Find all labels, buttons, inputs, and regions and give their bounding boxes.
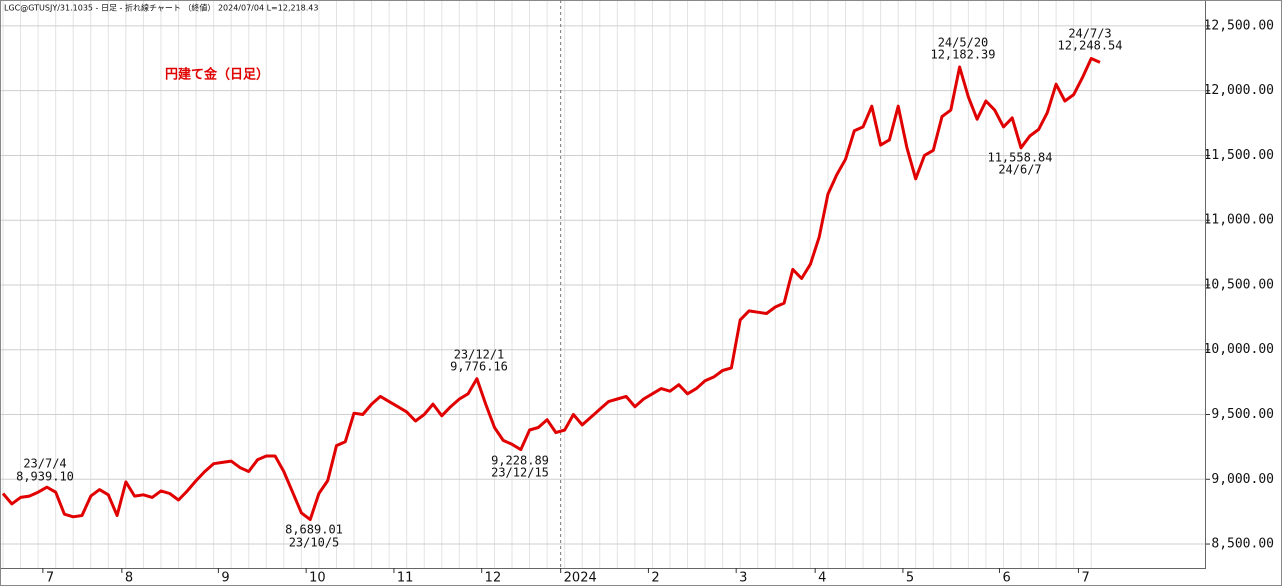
annotation: 23/12/15 [491,466,549,480]
x-tick-label: 7 [46,571,54,586]
x-tick-label: 12 [485,571,502,586]
chart-header: LGC@GTUSJY/31.1035 - 日足 - 折れ線チャート （終値） 2… [4,3,318,13]
y-tick-label: 10,000.00 [1204,342,1274,357]
annotation: 23/7/4 [23,457,66,471]
x-tick-label: 5 [906,571,914,586]
price-line [1,57,1101,522]
grid [0,0,1205,568]
x-tick-label: 9 [221,571,229,586]
y-tick-label: 12,000.00 [1204,83,1274,98]
annotation: 24/6/7 [998,163,1041,177]
y-tick-label: 9,000.00 [1211,472,1274,487]
annotation: 23/10/5 [289,536,340,550]
annotation: 8,689.01 [285,523,343,537]
annotation: 12,248.54 [1057,39,1122,53]
annotation: 11,558.84 [987,151,1052,165]
annotation: 24/5/20 [938,36,989,50]
x-tick-label: 10 [309,571,326,586]
annotation: 12,182.39 [930,48,995,62]
chart-title: 円建て金（日足） [165,67,269,83]
y-tick-label: 9,500.00 [1211,407,1274,422]
x-tick-label: 6 [1002,571,1010,586]
y-tick-label: 11,500.00 [1204,148,1274,163]
x-tick-label: 4 [818,571,826,586]
annotation: 24/7/3 [1068,27,1111,41]
annotation: 9,776.16 [450,360,508,374]
annotation: 8,939.10 [16,470,74,484]
annotation: 9,228.89 [491,454,549,468]
y-tick-label: 10,500.00 [1204,277,1274,292]
annotation: 23/12/1 [454,348,505,362]
y-tick-label: 8,500.00 [1211,537,1274,552]
x-tick-label: 8 [125,571,133,586]
x-tick-label: 3 [739,571,747,586]
x-tick-label: 2024 [564,571,597,586]
y-tick-label: 11,000.00 [1204,213,1274,228]
x-tick-label: 2 [651,571,659,586]
y-tick-label: 12,500.00 [1204,18,1274,33]
x-tick-label: 11 [397,571,414,586]
x-tick-label: 7 [1081,571,1089,586]
